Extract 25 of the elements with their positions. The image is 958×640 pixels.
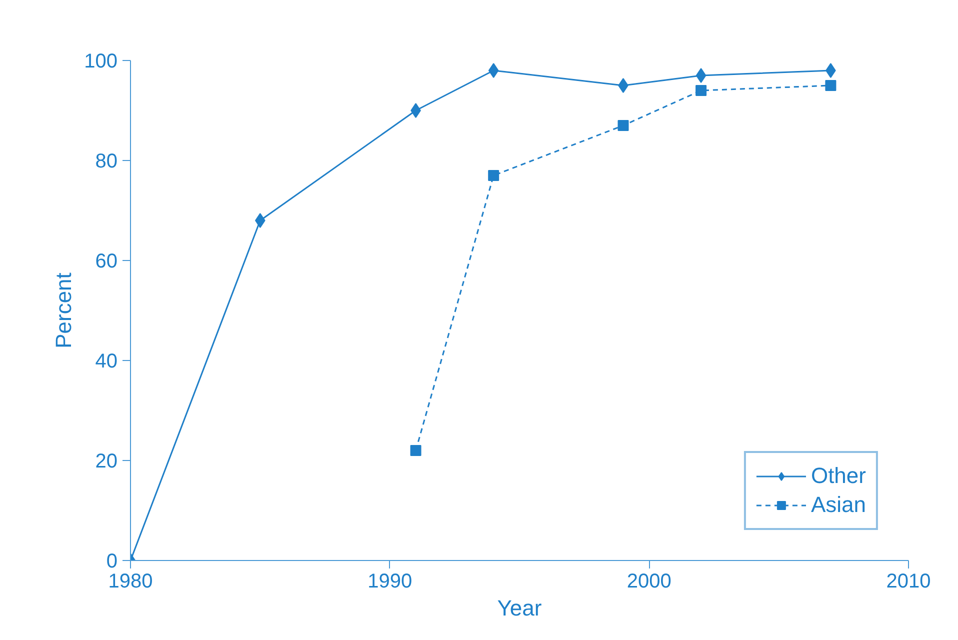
x-tick-label: 1990: [368, 570, 412, 592]
y-tick-label: 40: [95, 350, 118, 372]
legend-label: Asian: [810, 492, 866, 518]
x-tick-label: 1980: [108, 570, 153, 592]
point: [825, 80, 836, 91]
legend-label: Other: [810, 463, 866, 489]
y-tick-label: 20: [95, 450, 118, 472]
point: [410, 445, 422, 456]
y-tick-label: 100: [84, 50, 118, 72]
point: [826, 63, 836, 78]
y-tick-label: 0: [106, 550, 118, 572]
point: [696, 85, 707, 96]
point: [696, 68, 706, 83]
point: [488, 170, 500, 181]
x-tick-label: 2010: [886, 570, 931, 592]
y-axis-title: Percent: [51, 272, 76, 348]
x-axis-title: Year: [497, 596, 542, 620]
point: [618, 78, 628, 93]
point: [410, 103, 421, 118]
y-tick-label: 80: [95, 150, 118, 172]
point: [488, 63, 499, 78]
x-tick-label: 2000: [626, 570, 672, 592]
y-tick-label: 60: [95, 250, 118, 272]
point: [618, 120, 629, 131]
point: [255, 213, 266, 228]
